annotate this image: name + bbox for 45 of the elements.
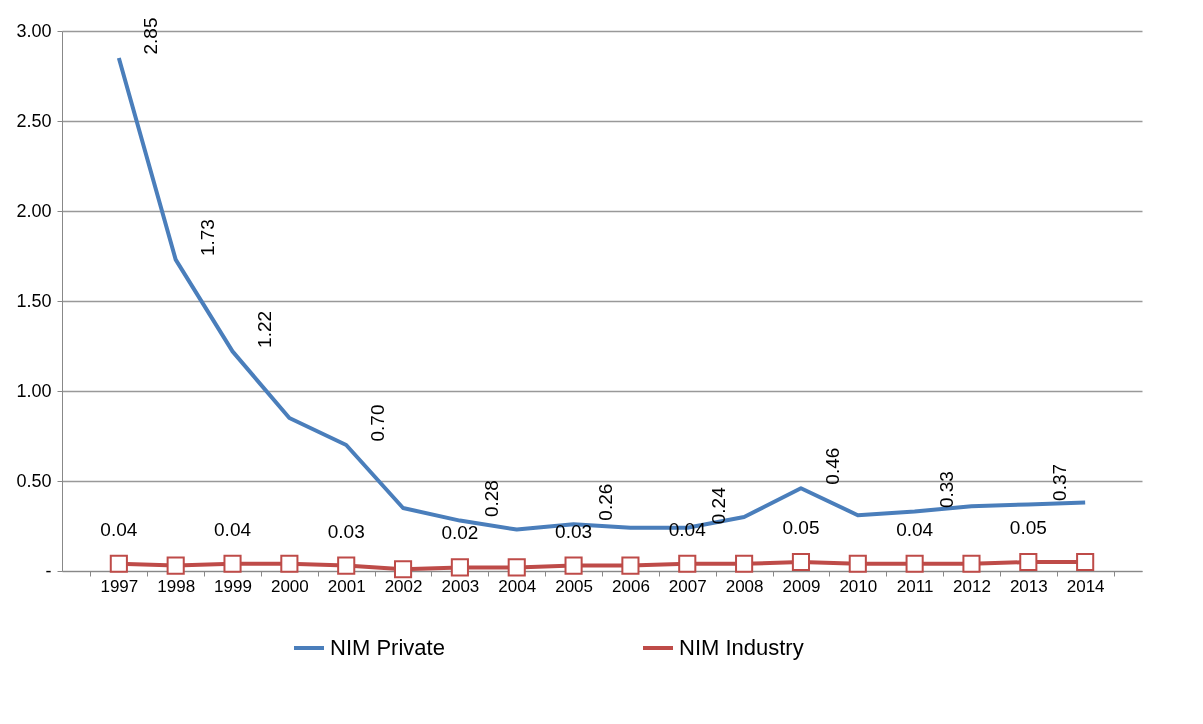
x-tick-label: 1997 [100, 576, 139, 596]
x-tick-label: 2000 [270, 576, 309, 596]
data-label: 0.04 [214, 518, 252, 540]
x-tick-label: 2005 [555, 576, 593, 596]
data-label: 0.26 [594, 483, 616, 521]
data-label: 1.73 [196, 219, 218, 257]
data-label: 0.04 [100, 518, 138, 540]
y-tick-label: 1.50 [16, 290, 52, 311]
x-tick-label: 2006 [612, 576, 650, 596]
x-tick-label: 1999 [214, 576, 252, 596]
data-label: 0.05 [782, 517, 820, 538]
data-label: 0.37 [1049, 463, 1071, 501]
x-tick-label: 2013 [1009, 576, 1048, 596]
y-tick-label: 0.50 [16, 470, 52, 491]
x-tick-label: 2008 [725, 576, 764, 596]
x-tick-label: 2007 [668, 576, 707, 596]
data-label: 0.03 [327, 520, 365, 542]
data-label: 0.33 [935, 471, 957, 509]
x-tick-label: 2002 [384, 576, 423, 596]
x-tick-label: 2009 [782, 576, 821, 596]
data-label: 1.22 [253, 310, 275, 348]
data-label: 0.03 [555, 520, 593, 542]
x-tick-label: 2012 [953, 576, 991, 596]
y-tick-label: 3.00 [16, 20, 52, 41]
x-tick-label: 1998 [157, 576, 196, 596]
data-label: 0.02 [441, 522, 479, 544]
data-label: 0.70 [367, 404, 389, 442]
y-tick-label: 1.00 [16, 380, 52, 401]
data-label: 2.85 [139, 17, 161, 55]
x-tick-label: 2001 [327, 576, 366, 596]
data-label: 0.04 [896, 518, 934, 540]
y-tick-label: 2.00 [16, 200, 52, 221]
x-tick-label: 2004 [498, 576, 537, 596]
legend-label: NIM Industry [679, 635, 804, 660]
data-label: 0.05 [1009, 517, 1047, 538]
data-label: 0.24 [708, 486, 730, 525]
x-tick-label: 2014 [1066, 576, 1105, 596]
data-label: 0.28 [480, 480, 502, 518]
y-tick-label: - [45, 560, 52, 581]
x-tick-label: 2003 [441, 576, 480, 596]
data-label: 0.46 [821, 447, 843, 485]
y-tick-label: 2.50 [16, 110, 52, 131]
legend-label: NIM Private [330, 635, 445, 660]
x-tick-label: 2010 [839, 576, 878, 596]
x-tick-label: 2011 [896, 576, 934, 596]
